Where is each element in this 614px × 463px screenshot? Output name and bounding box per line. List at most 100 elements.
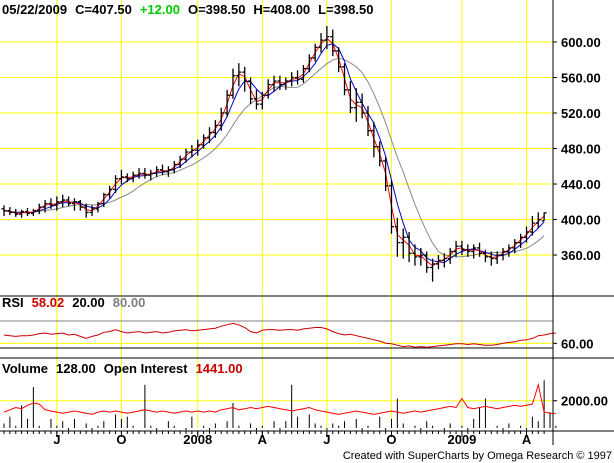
price-bar bbox=[524, 226, 530, 243]
price-bar bbox=[236, 63, 242, 87]
price-bar bbox=[24, 207, 30, 216]
price-bar bbox=[7, 207, 13, 216]
price-bar bbox=[453, 240, 459, 257]
x-tick-label: A bbox=[522, 432, 532, 447]
credit-text: Created with SuperCharts by Omega Resear… bbox=[343, 450, 612, 462]
price-bar bbox=[506, 244, 512, 257]
price-bar bbox=[60, 194, 66, 208]
price-bar bbox=[330, 29, 336, 57]
price-bar bbox=[206, 127, 212, 144]
price-bar bbox=[89, 205, 95, 216]
price-bar bbox=[224, 89, 230, 117]
price-bar bbox=[541, 212, 547, 222]
price-bar bbox=[412, 244, 418, 266]
price-bar bbox=[465, 244, 471, 257]
price-bar bbox=[306, 54, 312, 73]
header-high: H=408.00 bbox=[253, 2, 310, 17]
price-bar bbox=[277, 75, 283, 90]
price-bar bbox=[406, 231, 412, 263]
price-bar bbox=[388, 180, 394, 234]
price-bar bbox=[195, 139, 201, 156]
x-tick-label: 2008 bbox=[183, 432, 212, 447]
price-bar bbox=[494, 251, 500, 264]
price-bar bbox=[136, 168, 142, 179]
price-bar bbox=[518, 233, 524, 248]
price-y-tick-label: 560.00 bbox=[561, 70, 601, 85]
price-bar bbox=[482, 249, 488, 263]
header-close: C=407.50 bbox=[75, 2, 132, 17]
price-bar bbox=[48, 198, 54, 209]
price-bar bbox=[248, 77, 254, 105]
price-bar bbox=[42, 200, 48, 213]
price-bar bbox=[148, 169, 154, 181]
price-bar bbox=[154, 166, 160, 177]
price-bar bbox=[342, 63, 348, 96]
price-bar bbox=[359, 93, 365, 119]
header-quote-line: 05/22/2009 C=407.50 +12.00 O=398.50 H=408.00… bbox=[2, 2, 373, 17]
price-bar bbox=[394, 217, 400, 257]
price-bar bbox=[160, 164, 166, 176]
price-bar bbox=[424, 251, 430, 273]
price-bar bbox=[259, 91, 265, 110]
price-bar bbox=[118, 169, 124, 185]
price-bar bbox=[459, 240, 465, 256]
price-bar bbox=[30, 208, 36, 216]
price-bar bbox=[113, 175, 119, 193]
price-bar bbox=[300, 65, 306, 83]
volume-panel bbox=[3, 380, 557, 431]
price-bar bbox=[77, 200, 83, 211]
price-bar bbox=[107, 185, 113, 199]
x-tick-label: J bbox=[53, 432, 60, 447]
price-bar bbox=[183, 148, 189, 163]
price-y-tick-label: 480.00 bbox=[561, 142, 601, 157]
price-bar bbox=[400, 228, 406, 259]
price-bar bbox=[71, 198, 77, 211]
price-bar bbox=[418, 247, 424, 266]
price-bar bbox=[271, 75, 277, 92]
open-interest-value: 1441.00 bbox=[196, 361, 243, 376]
x-tick-label: 2009 bbox=[447, 432, 476, 447]
price-bar bbox=[54, 196, 60, 211]
price-bar bbox=[1, 205, 7, 216]
price-bar bbox=[19, 209, 25, 218]
price-bar bbox=[529, 215, 535, 236]
price-bar bbox=[441, 253, 447, 268]
price-bar bbox=[230, 68, 236, 99]
volume-y-tick-label: 2000.00 bbox=[561, 394, 608, 409]
open-interest-label: Open Interest bbox=[104, 361, 188, 376]
price-bar bbox=[124, 173, 130, 183]
price-y-tick-label: 440.00 bbox=[561, 177, 601, 192]
rsi-y-tick-label: 60.00 bbox=[561, 336, 594, 351]
x-tick-label: O bbox=[116, 432, 126, 447]
x-tick-label: O bbox=[386, 432, 396, 447]
volume-label: Volume bbox=[2, 361, 48, 376]
price-bar bbox=[212, 120, 218, 138]
price-bar bbox=[312, 43, 318, 62]
price-bar bbox=[535, 212, 541, 229]
rsi-value: 58.02 bbox=[32, 295, 65, 310]
open-interest-line bbox=[3, 382, 556, 415]
header-date: 05/22/2009 bbox=[2, 2, 67, 17]
price-bar bbox=[101, 192, 107, 208]
price-bar bbox=[253, 89, 259, 110]
x-tick-label: J bbox=[323, 432, 330, 447]
price-y-tick-label: 520.00 bbox=[561, 106, 601, 121]
price-bar bbox=[189, 144, 195, 158]
price-bar bbox=[289, 72, 295, 87]
price-bar bbox=[265, 79, 271, 99]
price-bar bbox=[95, 201, 101, 213]
x-tick-label: A bbox=[258, 432, 268, 447]
header-low: L=398.50 bbox=[318, 2, 373, 17]
price-bar bbox=[242, 66, 248, 92]
rsi-header: RSI 58.02 20.00 80.00 bbox=[2, 295, 145, 310]
price-bar bbox=[447, 247, 453, 264]
price-bar bbox=[471, 244, 477, 259]
price-bar bbox=[353, 88, 359, 122]
price-bar bbox=[218, 107, 224, 131]
price-panel bbox=[1, 25, 547, 282]
price-bar bbox=[177, 155, 183, 169]
rsi-low-level: 20.00 bbox=[72, 295, 105, 310]
price-bar bbox=[371, 121, 377, 158]
